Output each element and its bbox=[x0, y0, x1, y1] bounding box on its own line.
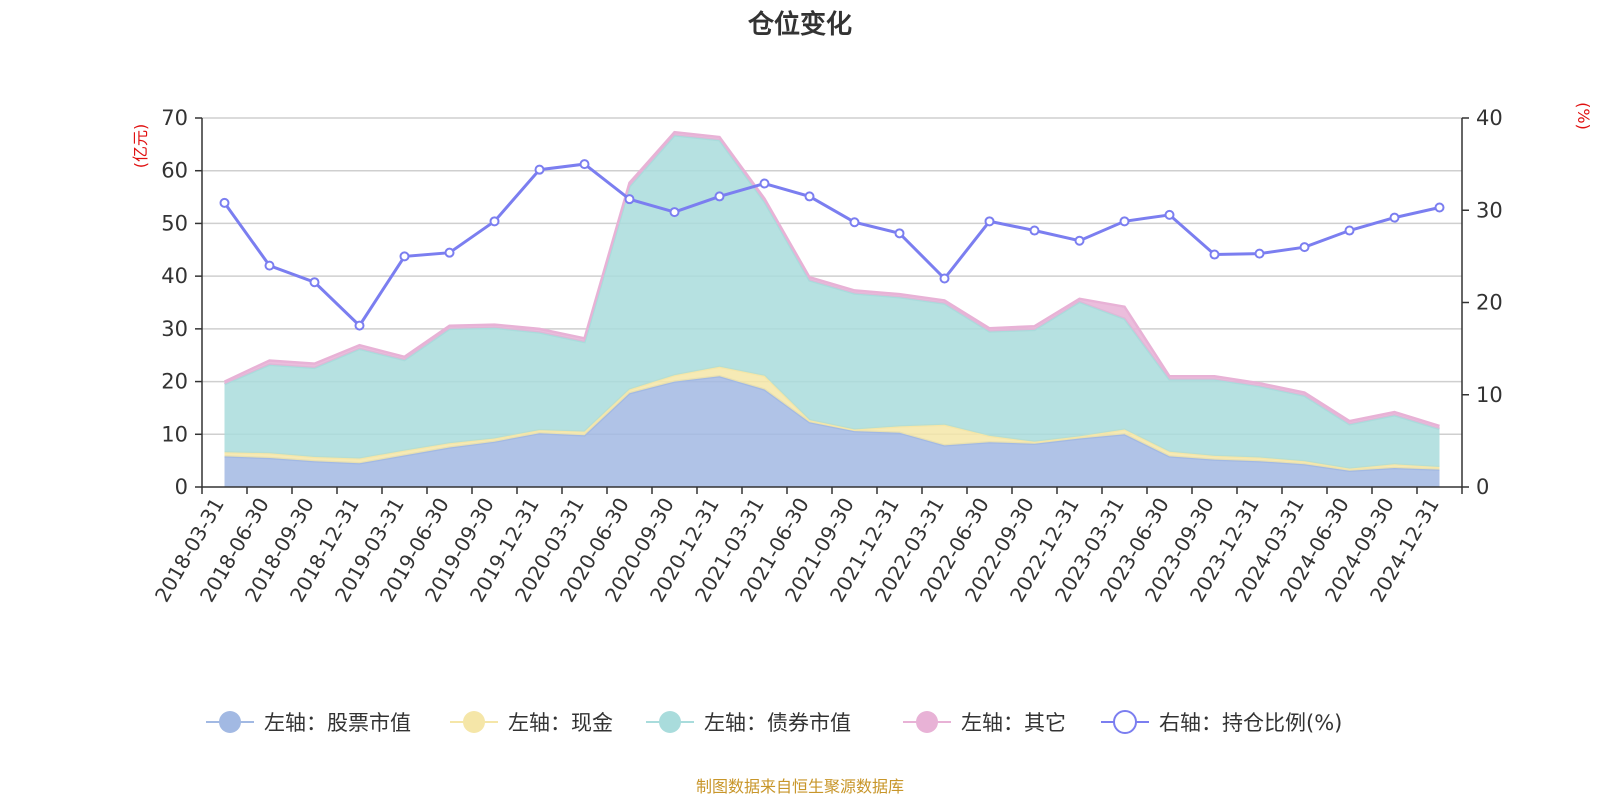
legend-marker bbox=[219, 711, 241, 733]
ratio-point[interactable] bbox=[579, 159, 590, 170]
legend-item-4[interactable]: 右轴：持仓比例(%) bbox=[1101, 710, 1342, 735]
ratio-point[interactable] bbox=[1119, 216, 1130, 227]
legend-item-1[interactable]: 左轴：现金 bbox=[450, 711, 613, 735]
left-axis-tick-label: 0 bbox=[175, 475, 188, 499]
ratio-point[interactable] bbox=[219, 197, 230, 208]
ratio-point[interactable] bbox=[1164, 209, 1175, 220]
legend-label: 左轴：债券市值 bbox=[704, 711, 851, 735]
left-axis-tick-label: 20 bbox=[161, 370, 188, 394]
ratio-point[interactable] bbox=[1074, 235, 1085, 246]
ratio-point[interactable] bbox=[894, 228, 905, 239]
ratio-point[interactable] bbox=[1434, 202, 1445, 213]
ratio-point[interactable] bbox=[309, 277, 320, 288]
ratio-point[interactable] bbox=[1344, 225, 1355, 236]
left-axis-tick-label: 60 bbox=[161, 159, 188, 183]
ratio-point[interactable] bbox=[534, 164, 545, 175]
ratio-point[interactable] bbox=[444, 247, 455, 258]
data-source-note: 制图数据来自恒生聚源数据库 bbox=[696, 777, 904, 796]
legend-label: 右轴：持仓比例(%) bbox=[1159, 711, 1342, 735]
legend-item-2[interactable]: 左轴：债券市值 bbox=[646, 711, 851, 735]
legend-marker bbox=[916, 711, 938, 733]
legend-marker bbox=[659, 711, 681, 733]
area-series-0 bbox=[224, 376, 1440, 487]
ratio-point[interactable] bbox=[1209, 249, 1220, 260]
ratio-point[interactable] bbox=[354, 320, 365, 331]
ratio-point[interactable] bbox=[624, 194, 635, 205]
left-axis-tick-label: 10 bbox=[161, 422, 188, 446]
area-series-2 bbox=[224, 135, 1440, 469]
ratio-point[interactable] bbox=[1254, 248, 1265, 259]
area-series-1 bbox=[224, 366, 1440, 471]
ratio-point[interactable] bbox=[264, 260, 275, 271]
legend-item-3[interactable]: 左轴：其它 bbox=[903, 711, 1066, 735]
right-axis-tick-label: 10 bbox=[1476, 383, 1503, 407]
ratio-point[interactable] bbox=[399, 251, 410, 262]
ratio-point[interactable] bbox=[849, 217, 860, 228]
ratio-line-layer bbox=[219, 159, 1445, 331]
left-axis-tick-label: 30 bbox=[161, 317, 188, 341]
area-series-3-edge bbox=[223, 130, 1440, 428]
ratio-point[interactable] bbox=[1029, 225, 1040, 236]
area-layer bbox=[223, 130, 1440, 487]
legend[interactable]: 左轴：股票市值 左轴：现金 左轴：债券市值 左轴：其它 右轴：持仓比例(%) bbox=[206, 710, 1342, 735]
ratio-point[interactable] bbox=[759, 178, 770, 189]
right-axis-tick-label: 20 bbox=[1476, 291, 1503, 315]
ratio-point[interactable] bbox=[489, 216, 500, 227]
right-axis-tick-label: 30 bbox=[1476, 198, 1503, 222]
legend-label: 左轴：股票市值 bbox=[264, 711, 411, 735]
left-axis-tick-label: 40 bbox=[161, 264, 188, 288]
legend-item-0[interactable]: 左轴：股票市值 bbox=[206, 711, 411, 735]
left-axis-tick-label: 50 bbox=[161, 211, 188, 235]
legend-marker bbox=[1113, 710, 1137, 734]
ratio-point[interactable] bbox=[714, 191, 725, 202]
ratio-line bbox=[223, 162, 1440, 328]
ratio-point[interactable] bbox=[804, 191, 815, 202]
ratio-point[interactable] bbox=[939, 273, 950, 284]
right-axis-unit: (%) bbox=[1574, 102, 1593, 130]
right-axis-tick-label: 0 bbox=[1476, 475, 1489, 499]
legend-label: 左轴：其它 bbox=[961, 711, 1066, 735]
ratio-point[interactable] bbox=[984, 216, 995, 227]
legend-label: 左轴：现金 bbox=[508, 711, 613, 735]
left-axis-unit: (亿元) bbox=[131, 124, 150, 169]
right-axis-tick-label: 40 bbox=[1476, 106, 1503, 130]
ratio-point[interactable] bbox=[1299, 242, 1310, 253]
legend-marker bbox=[463, 711, 485, 733]
chart-title: 仓位变化 bbox=[747, 9, 852, 40]
ratio-point[interactable] bbox=[1389, 212, 1400, 223]
ratio-point[interactable] bbox=[669, 207, 680, 218]
left-axis-tick-label: 70 bbox=[161, 106, 188, 130]
